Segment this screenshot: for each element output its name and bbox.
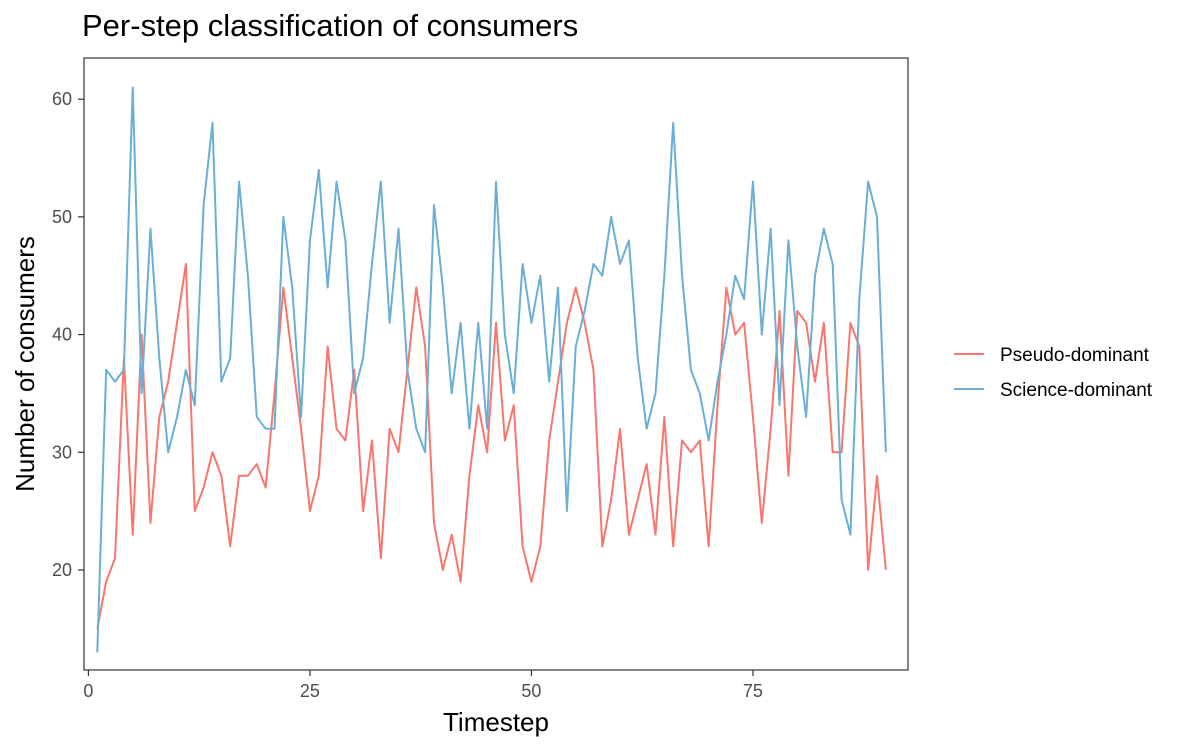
- y-tick-label: 60: [52, 89, 72, 109]
- x-tick-label: 0: [83, 681, 93, 701]
- x-axis-title: Timestep: [443, 707, 549, 737]
- legend: Pseudo-dominant Science-dominant: [954, 345, 1153, 401]
- y-tick-label: 30: [52, 442, 72, 462]
- x-tick-label: 75: [743, 681, 763, 701]
- y-axis-title: Number of consumers: [10, 236, 40, 492]
- legend-label-science-dominant: Science-dominant: [1000, 380, 1153, 401]
- chart-title: Per-step classification of consumers: [82, 8, 578, 43]
- y-tick-label: 20: [52, 560, 72, 580]
- series-line-science-dominant: [96, 86, 887, 653]
- series-line-pseudo-dominant: [96, 262, 887, 629]
- x-tick-label: 50: [521, 681, 541, 701]
- y-tick-label: 50: [52, 207, 72, 227]
- plot-panel: [83, 57, 909, 671]
- x-tick-label: 25: [300, 681, 320, 701]
- y-tick-label: 40: [52, 325, 72, 345]
- legend-label-pseudo-dominant: Pseudo-dominant: [1000, 345, 1150, 366]
- y-axis: 20 30 40 50 60: [52, 89, 84, 580]
- series-layer: [96, 86, 887, 653]
- x-axis: 0 25 50 75: [83, 670, 763, 701]
